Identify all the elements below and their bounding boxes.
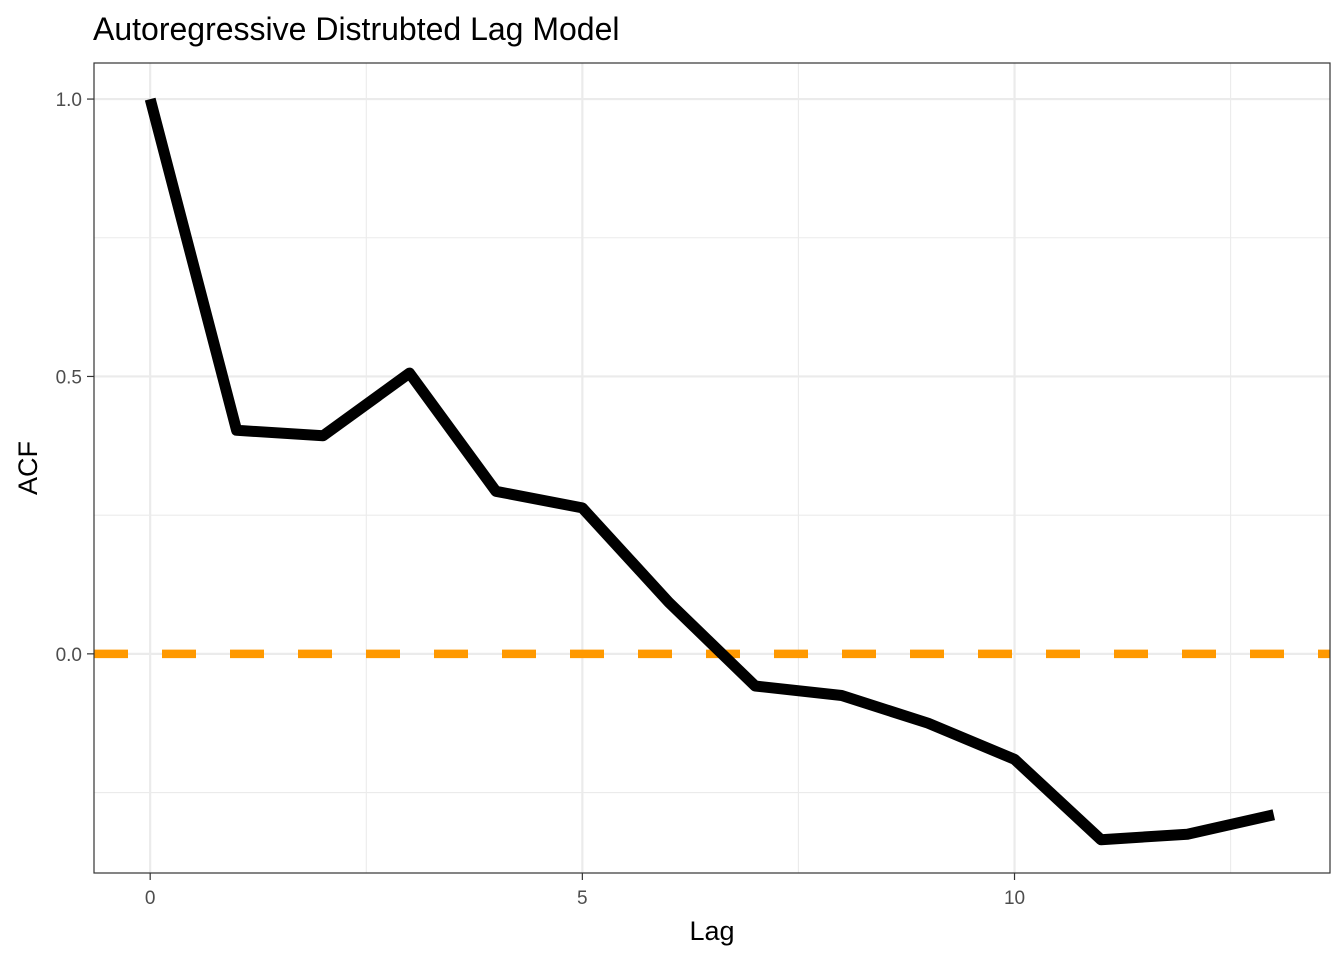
x-tick-label-1: 5 [577, 888, 588, 909]
plot-panel-border [93, 62, 1331, 874]
x-axis: 0 5 10 [145, 873, 1025, 909]
x-tick-label-0: 0 [145, 888, 156, 909]
y-tick-label-2: 1.0 [56, 90, 82, 111]
chart-title: Autoregressive Distrubted Lag Model [93, 11, 620, 47]
series-group [144, 97, 1276, 846]
y-tick-label-1: 0.5 [56, 367, 82, 388]
x-axis-title: Lag [689, 916, 734, 946]
y-axis-title: ACF [13, 441, 43, 495]
x-tick-label-2: 10 [1004, 888, 1025, 909]
grid-lines [94, 63, 1330, 873]
acf-series-line-0 [144, 97, 1276, 846]
y-tick-label-0: 0.0 [56, 645, 82, 666]
y-axis: 0.0 0.5 1.0 [56, 90, 94, 666]
